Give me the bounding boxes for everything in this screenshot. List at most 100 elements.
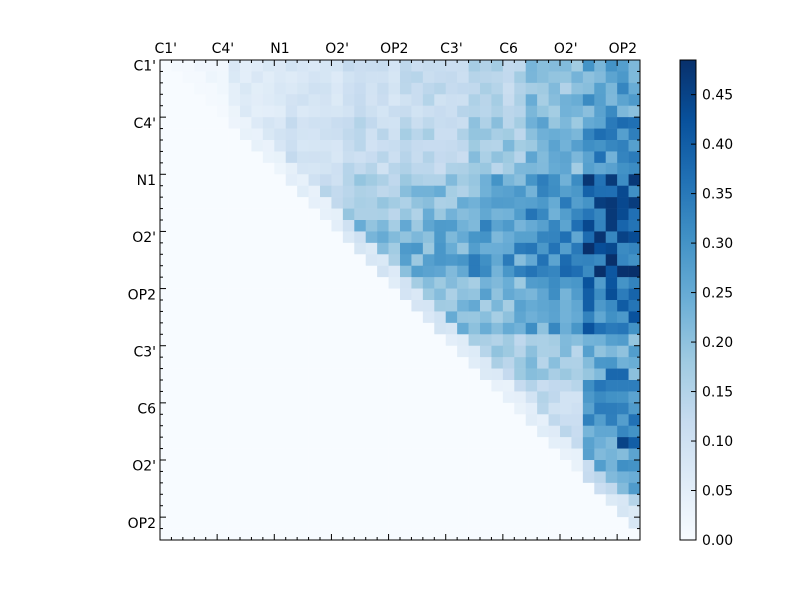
heatmap-cell xyxy=(171,528,184,541)
heatmap-cell xyxy=(617,94,629,107)
heatmap-cell xyxy=(445,357,458,369)
heatmap-cell xyxy=(594,345,607,358)
heatmap-cell xyxy=(171,94,184,107)
heatmap-cell xyxy=(411,402,424,415)
heatmap-cell xyxy=(308,71,321,84)
heatmap-cell xyxy=(560,220,572,232)
heatmap-cell xyxy=(628,380,641,392)
heatmap-cell xyxy=(251,448,264,461)
heatmap-cell xyxy=(582,437,595,449)
heatmap-cell xyxy=(400,391,412,404)
heatmap-cell xyxy=(377,517,389,529)
heatmap-cell xyxy=(480,174,492,187)
heatmap-cell xyxy=(240,94,252,107)
heatmap-cell xyxy=(514,437,527,449)
heatmap-cell xyxy=(388,277,401,289)
heatmap-cell xyxy=(468,402,481,415)
heatmap-cell xyxy=(582,71,595,84)
heatmap-cell xyxy=(617,505,629,518)
heatmap-cell xyxy=(285,174,298,187)
heatmap-cell xyxy=(617,265,629,278)
heatmap-cell xyxy=(171,162,184,175)
heatmap-cell xyxy=(582,220,595,232)
heatmap-cell xyxy=(160,482,172,495)
heatmap-cell xyxy=(594,471,607,484)
heatmap-cell xyxy=(297,482,309,495)
heatmap-cell xyxy=(560,391,572,404)
heatmap-cell xyxy=(297,128,309,141)
heatmap-cell xyxy=(285,242,298,255)
heatmap-cell xyxy=(308,242,321,255)
heatmap-cell xyxy=(377,482,389,495)
heatmap-cell xyxy=(228,242,241,255)
heatmap-cell xyxy=(377,254,389,267)
heatmap-cell xyxy=(422,82,435,95)
heatmap-cell xyxy=(468,71,481,84)
heatmap-cell xyxy=(514,300,527,312)
heatmap-cell xyxy=(445,482,458,495)
heatmap-cell xyxy=(205,71,218,84)
heatmap-cell xyxy=(468,162,481,175)
heatmap-cell xyxy=(388,208,401,221)
heatmap-cell xyxy=(525,311,538,324)
heatmap-cell xyxy=(262,242,275,255)
heatmap-cell xyxy=(582,151,595,164)
heatmap-cell xyxy=(525,254,538,267)
heatmap-cell xyxy=(594,448,607,461)
heatmap-cell xyxy=(205,254,218,267)
heatmap-cell xyxy=(205,448,218,461)
heatmap-cell xyxy=(342,414,355,427)
heatmap-cell xyxy=(445,220,458,232)
heatmap-cell xyxy=(365,448,378,461)
heatmap-cell xyxy=(480,231,492,244)
heatmap-cell xyxy=(502,174,515,187)
heatmap-cell xyxy=(377,265,389,278)
heatmap-cell xyxy=(491,220,504,232)
heatmap-cell xyxy=(594,322,607,335)
heatmap-cell xyxy=(594,300,607,312)
heatmap-cell xyxy=(628,254,641,267)
heatmap-cell xyxy=(491,345,504,358)
heatmap-cell xyxy=(228,460,241,472)
heatmap-cell xyxy=(251,334,264,347)
heatmap-cell xyxy=(365,94,378,107)
heatmap-cell xyxy=(365,185,378,198)
heatmap-cell xyxy=(468,494,481,507)
heatmap-cell xyxy=(251,128,264,141)
heatmap-cell xyxy=(251,368,264,381)
heatmap-cell xyxy=(514,94,527,107)
heatmap-cell xyxy=(205,220,218,232)
heatmap-cell xyxy=(240,300,252,312)
heatmap-cell xyxy=(571,345,584,358)
heatmap-cell xyxy=(285,334,298,347)
heatmap-cell xyxy=(251,277,264,289)
heatmap-cell xyxy=(548,242,561,255)
heatmap-cell xyxy=(537,322,549,335)
heatmap-cell xyxy=(354,448,367,461)
heatmap-cell xyxy=(480,528,492,541)
heatmap-cell xyxy=(411,162,424,175)
heatmap-cell xyxy=(480,140,492,152)
heatmap-cell xyxy=(228,60,241,72)
heatmap-cell xyxy=(308,197,321,209)
heatmap-cell xyxy=(560,425,572,438)
heatmap-cell xyxy=(182,288,195,301)
heatmap-cell xyxy=(194,425,207,438)
heatmap-cell xyxy=(582,482,595,495)
heatmap-cell xyxy=(285,117,298,129)
heatmap-cell xyxy=(582,345,595,358)
heatmap-cell xyxy=(217,437,229,449)
heatmap-cell xyxy=(365,357,378,369)
heatmap-cell xyxy=(628,494,641,507)
heatmap-cell xyxy=(571,151,584,164)
heatmap-cell xyxy=(297,277,309,289)
heatmap-cell xyxy=(411,414,424,427)
heatmap-cell xyxy=(308,414,321,427)
heatmap-cell xyxy=(194,380,207,392)
heatmap-cell xyxy=(262,174,275,187)
heatmap-cell xyxy=(160,425,172,438)
heatmap-cell xyxy=(400,254,412,267)
heatmap-cell xyxy=(217,277,229,289)
heatmap-cell xyxy=(480,254,492,267)
heatmap-cell xyxy=(434,94,447,107)
